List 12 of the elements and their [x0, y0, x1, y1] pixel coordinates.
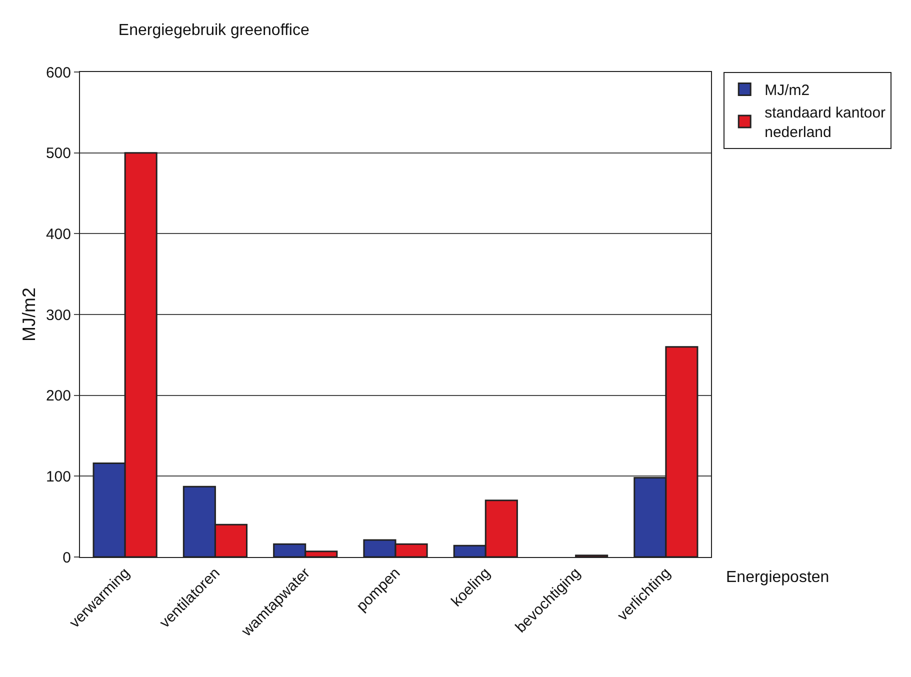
legend-label: MJ/m2 — [764, 82, 810, 100]
y-tick-label: 500 — [46, 145, 71, 162]
x-axis-title: Energieposten — [726, 569, 830, 586]
chart-title: Energiegebruik greenoffice — [118, 22, 310, 39]
y-tick-label: 0 — [62, 549, 71, 566]
y-tick-label: 200 — [46, 388, 71, 405]
y-tick-label: 400 — [46, 226, 71, 243]
y-axis-title: MJ/m2 — [19, 288, 40, 342]
legend-label: standaard kantoor nederland — [764, 104, 886, 142]
y-tick-label: 300 — [46, 306, 71, 324]
y-tick-label: 600 — [46, 64, 71, 82]
y-tick-label: 100 — [46, 468, 71, 486]
